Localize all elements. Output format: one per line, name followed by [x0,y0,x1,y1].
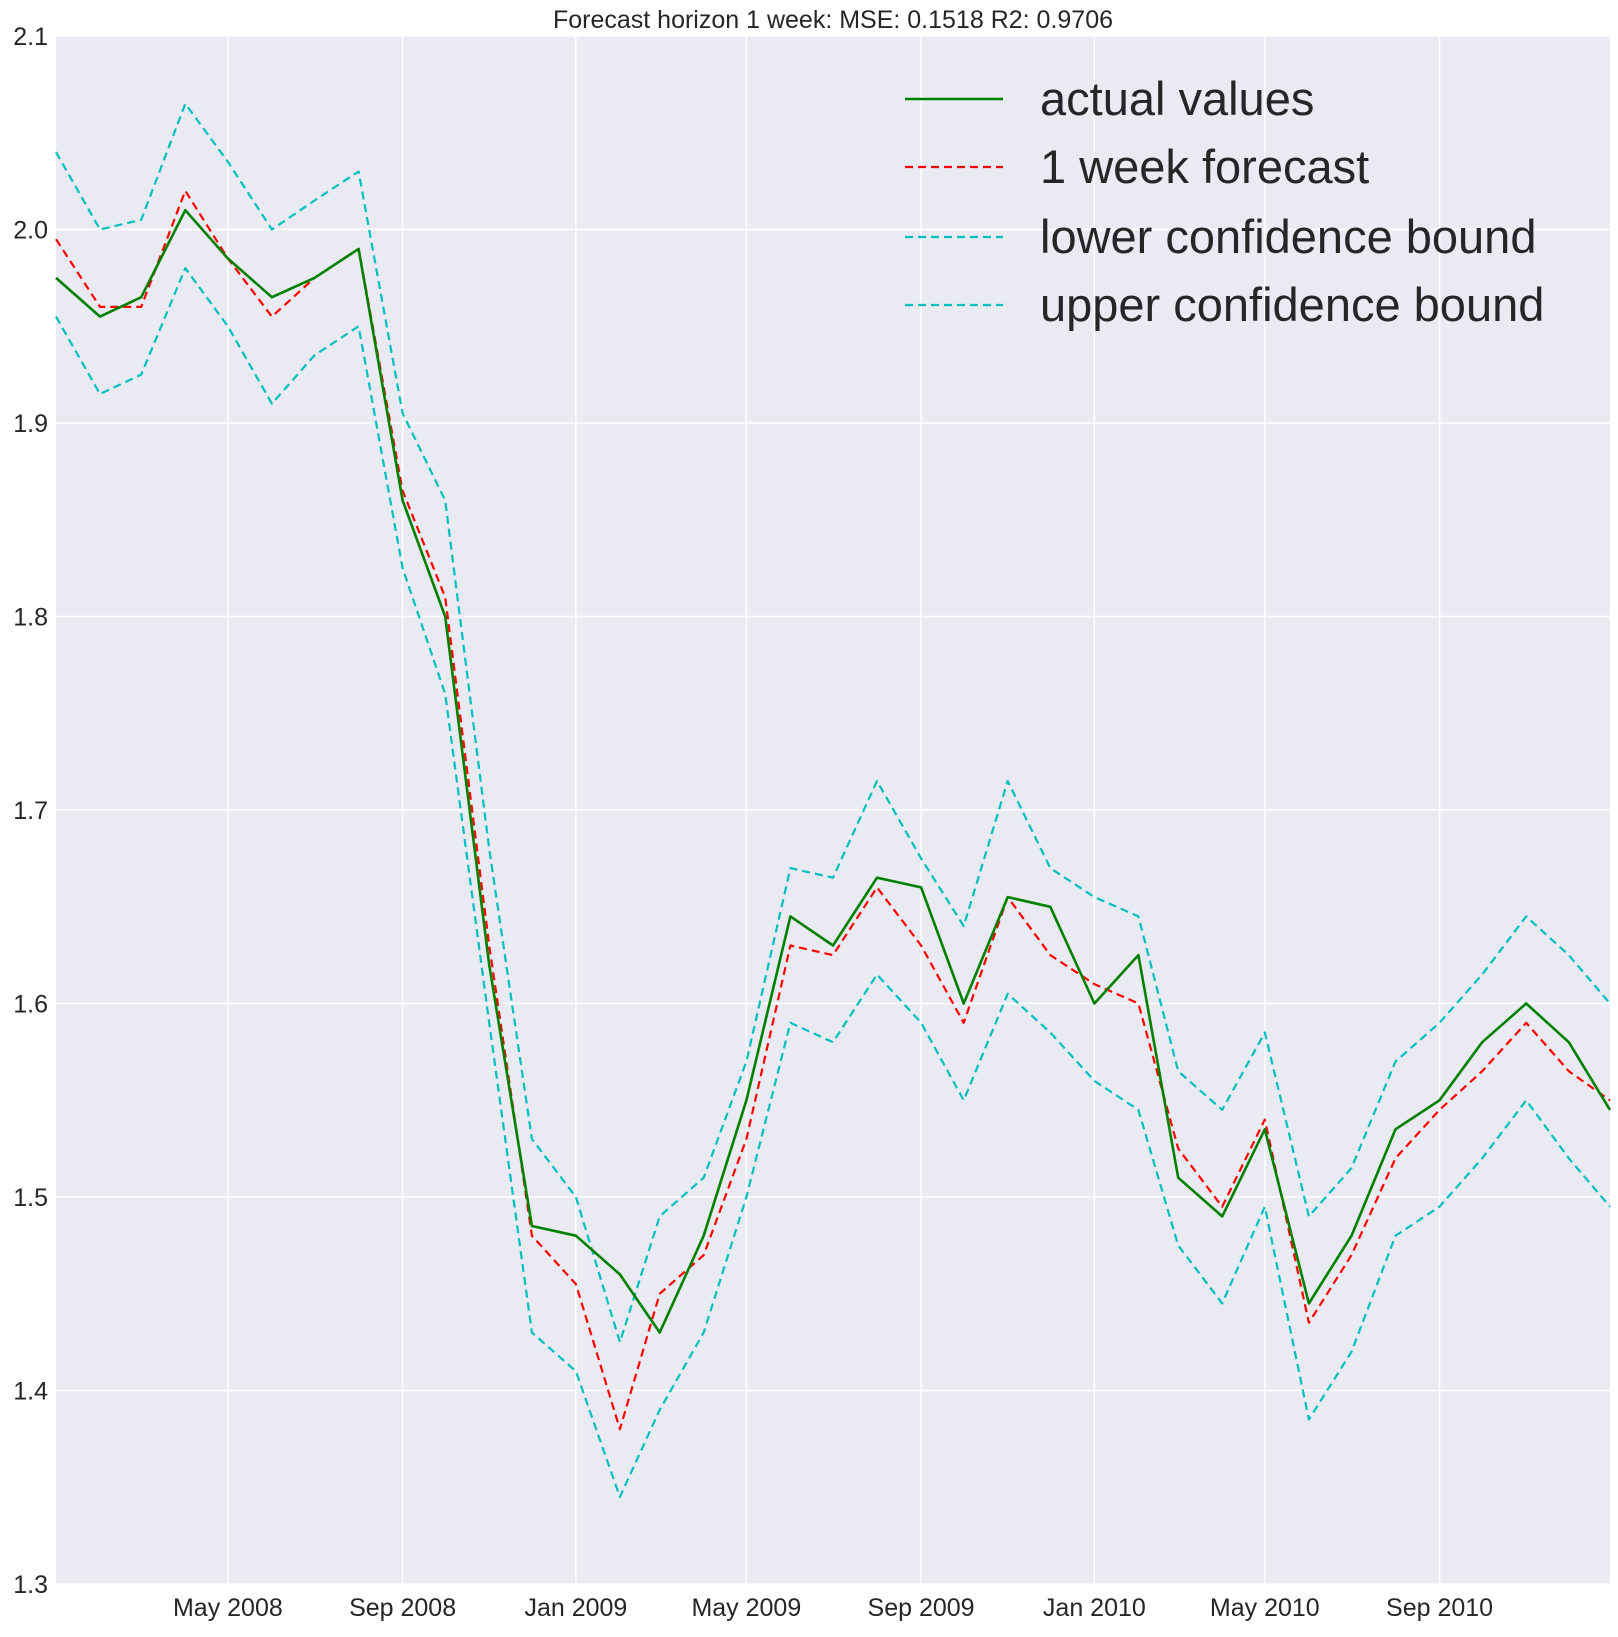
x-tick-label: May 2008 [173,1594,283,1622]
legend: actual values 1 week forecast lower confid… [905,72,1544,331]
actual-values-line [55,208,1612,1334]
x-tick-label: Sep 2010 [1386,1594,1493,1622]
legend-label: upper confidence bound [1040,278,1544,331]
y-tick-label: 1.4 [13,1378,48,1406]
series-lines [55,102,1612,1499]
legend-label: lower confidence bound [1040,210,1536,263]
y-tick-label: 1.5 [13,1184,48,1212]
y-tick-label: 1.8 [13,604,48,632]
upper-bound-line [55,102,1611,1344]
x-tick-label: Sep 2009 [868,1594,975,1622]
y-tick-label: 2.1 [13,23,48,51]
lower-bound-line [55,267,1611,1499]
y-tick-label: 1.9 [13,410,48,438]
x-tick-label: Jan 2010 [1043,1594,1146,1622]
legend-label: actual values [1040,72,1314,125]
y-axis-ticks: 1.3 1.4 1.5 1.6 1.7 1.8 1.9 2.0 2.1 [13,23,48,1599]
y-tick-label: 1.6 [13,991,48,1019]
y-tick-label: 1.7 [13,797,48,825]
x-tick-label: Jan 2009 [524,1594,627,1622]
x-tick-label: May 2010 [1210,1594,1320,1622]
grid-lines [56,35,1610,1585]
chart-title: Forecast horizon 1 week: MSE: 0.1518 R2:… [553,6,1113,34]
x-tick-label: May 2009 [691,1594,801,1622]
x-axis-ticks: May 2008 Sep 2008 Jan 2009 May 2009 Sep 2009… [173,1594,1493,1622]
x-tick-label: Sep 2008 [349,1594,456,1622]
y-tick-label: 2.0 [13,217,48,245]
y-tick-label: 1.3 [13,1571,48,1599]
legend-label: 1 week forecast [1040,140,1369,193]
